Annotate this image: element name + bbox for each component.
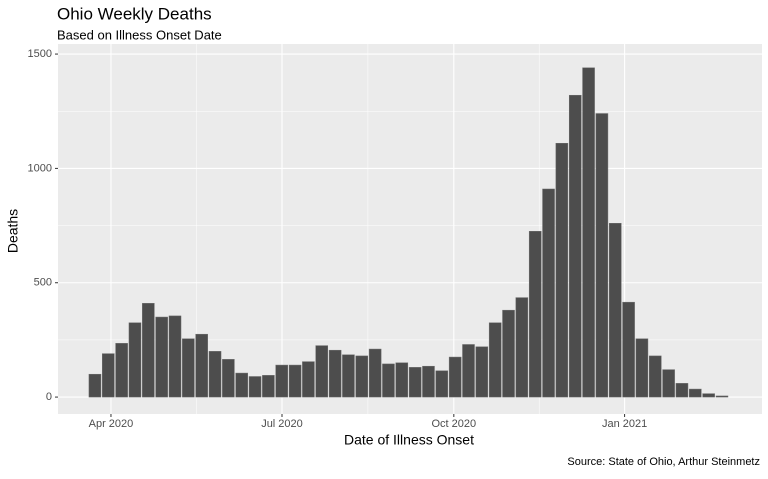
bar [528, 231, 542, 398]
bar [689, 388, 702, 398]
x-tick-label: Oct 2020 [432, 418, 477, 430]
bar [635, 338, 649, 398]
bar [88, 373, 102, 398]
bar [488, 322, 502, 398]
bar [328, 349, 342, 398]
bar [662, 369, 675, 398]
bar [248, 376, 262, 398]
x-tick-label: Apr 2020 [89, 418, 134, 430]
bar [222, 359, 235, 398]
bar [515, 297, 529, 398]
y-tick-label: 0 [46, 391, 52, 403]
y-tick-label: 1000 [28, 162, 52, 174]
bar [702, 393, 715, 398]
bar [142, 303, 155, 398]
bar [195, 333, 208, 398]
bar [302, 361, 315, 398]
bar [382, 363, 395, 398]
bar [235, 372, 248, 398]
bar [408, 367, 422, 398]
bar [355, 355, 369, 398]
bar [435, 370, 449, 398]
bar [168, 315, 182, 398]
bar [422, 365, 435, 398]
bars [88, 67, 729, 398]
bar [542, 188, 555, 398]
bar [262, 375, 275, 398]
bar [555, 142, 569, 398]
bar [608, 223, 622, 398]
x-tick-label: Jul 2020 [261, 418, 303, 430]
x-axis-label: Date of Illness Onset [344, 432, 474, 448]
bar [288, 364, 302, 398]
y-tick-label: 1500 [28, 48, 52, 60]
bar [275, 364, 288, 398]
bar [208, 351, 222, 398]
bar [395, 362, 409, 398]
chart-subtitle: Based on Illness Onset Date [57, 27, 222, 42]
y-tick-label: 500 [34, 277, 52, 289]
bar [582, 67, 595, 398]
bar [155, 316, 168, 398]
bar [128, 322, 142, 398]
y-axis-label: Deaths [5, 209, 21, 253]
bar [115, 343, 128, 398]
bar [475, 346, 489, 398]
bar [448, 356, 462, 398]
x-tick-label: Jan 2021 [602, 418, 647, 430]
chart-title: Ohio Weekly Deaths [57, 4, 212, 23]
bar [595, 113, 609, 398]
bar [568, 94, 582, 398]
bar [502, 309, 515, 398]
bar [675, 383, 689, 398]
bar [715, 395, 729, 398]
bar [368, 348, 382, 398]
bar [622, 301, 635, 398]
bar [462, 344, 475, 398]
bar [649, 355, 662, 398]
bar [342, 354, 355, 398]
bar [315, 345, 329, 398]
caption: Source: State of Ohio, Arthur Steinmetz [567, 456, 760, 468]
bar [182, 338, 195, 398]
bar [102, 353, 115, 398]
